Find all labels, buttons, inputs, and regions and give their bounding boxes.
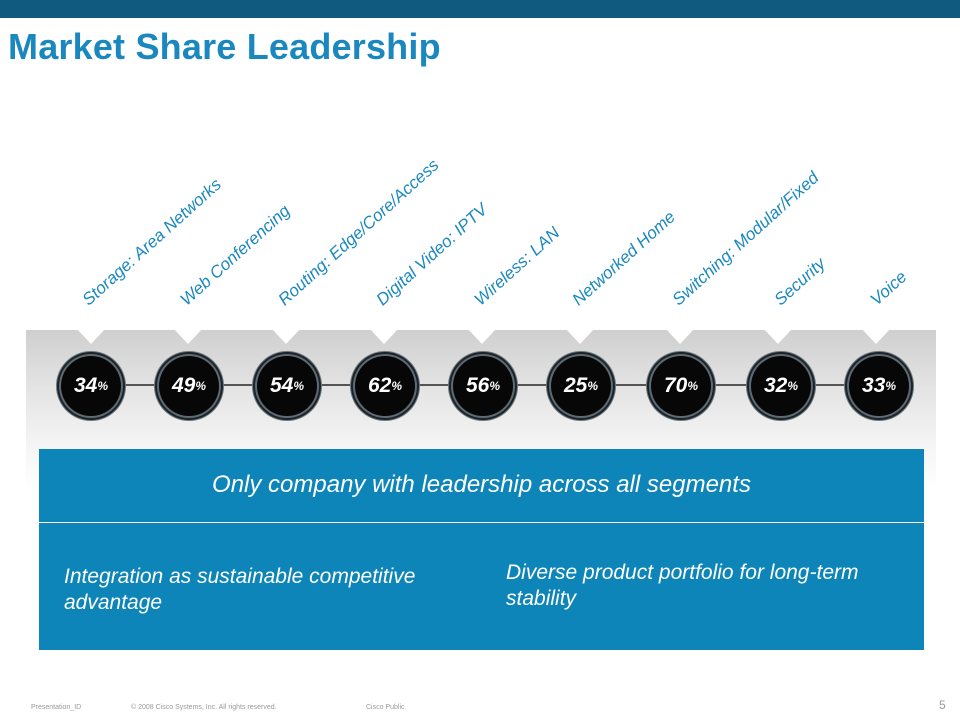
share-unit: % [787,379,799,393]
segment-label-networked-home: Networked Home [568,207,679,310]
share-circle-routing: 54% [257,356,317,416]
footer-classification: Cisco Public [366,704,405,711]
segment-tab [565,328,595,344]
segment-tab [467,328,497,344]
share-value: 56 [465,374,490,397]
segment-tab [271,328,301,344]
segment-tab [763,328,793,344]
segment-tab [665,328,695,344]
share-value: 62 [367,374,392,397]
summary-box: Only company with leadership across all … [39,449,924,650]
share-unit: % [391,379,403,393]
share-circle-voice: 33% [849,356,909,416]
share-circle-security: 32% [751,356,811,416]
share-unit: % [293,379,305,393]
footer-copyright: © 2008 Cisco Systems, Inc. All rights re… [131,704,277,711]
share-unit: % [489,379,501,393]
segment-tab [76,328,106,344]
share-unit: % [97,379,109,393]
share-unit: % [195,379,207,393]
segment-label-voice: Voice [866,267,911,310]
slide-title: Market Share Leadership [8,26,441,67]
share-value: 34 [73,374,98,397]
share-circle-web-conferencing: 49% [159,356,219,416]
summary-divider [39,522,924,523]
share-value: 49 [171,374,196,397]
share-unit: % [587,379,599,393]
summary-headline: Only company with leadership across all … [212,471,751,498]
share-unit: % [885,379,897,393]
share-circle-digital-video: 62% [355,356,415,416]
top-bar [0,0,960,18]
share-unit: % [687,379,699,393]
segment-label-security: Security [770,254,829,310]
summary-point-portfolio: Diverse product portfolio for long-term … [506,561,859,610]
share-circle-storage: 34% [61,356,121,416]
segment-tab [173,328,203,344]
segment-label-routing: Routing: Edge/Core/Access [274,155,443,310]
summary-point-integration: Integration as sustainable competitive a… [64,565,416,614]
page-number: 5 [939,698,946,712]
share-value: 25 [563,374,588,397]
share-value: 32 [763,374,788,397]
footer-presentation-id: Presentation_ID [31,704,82,711]
share-circle-networked-home: 25% [551,356,611,416]
share-value: 33 [861,374,886,397]
segment-tab [861,328,891,344]
segment-label-wireless: Wireless: LAN [470,223,564,310]
share-circle-switching: 70% [651,356,711,416]
segment-tab [369,328,399,344]
share-value: 54 [269,374,294,397]
share-value: 70 [663,374,688,397]
share-circle-wireless: 56% [453,356,513,416]
